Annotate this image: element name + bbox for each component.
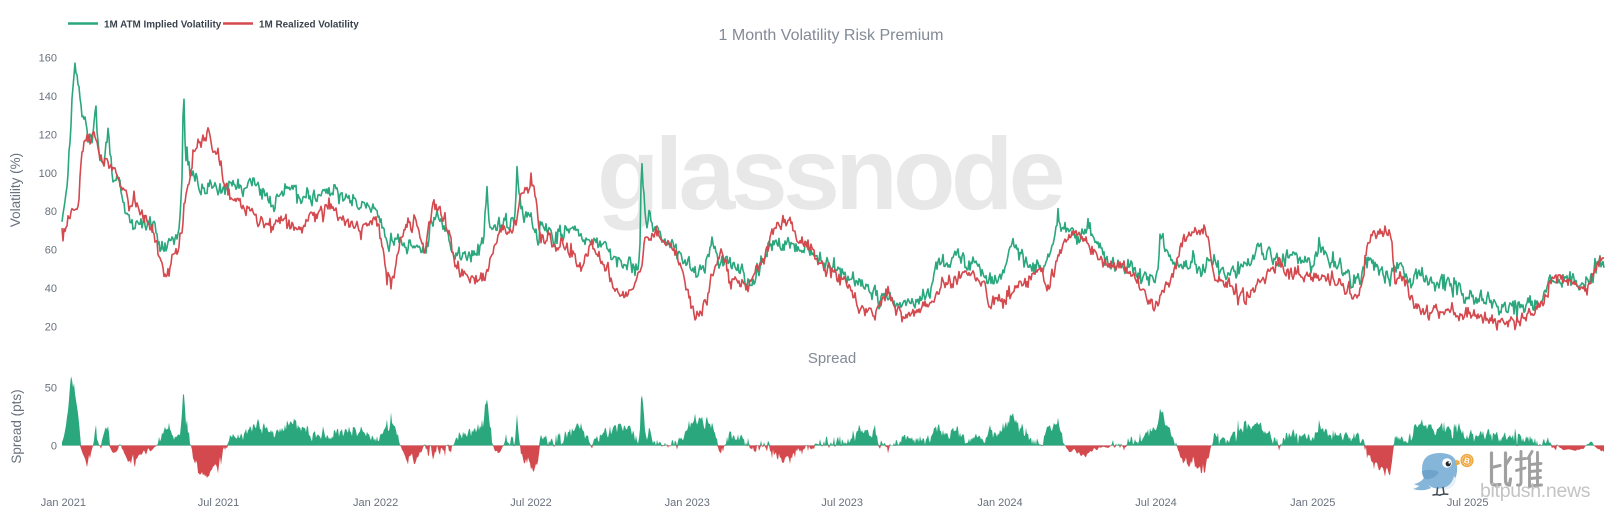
svg-text:1 Month Volatility Risk Premiu: 1 Month Volatility Risk Premium [719, 27, 944, 44]
svg-text:Jul 2025: Jul 2025 [1447, 497, 1489, 509]
svg-text:Volatility (%): Volatility (%) [8, 153, 23, 227]
svg-text:Jan 2022: Jan 2022 [353, 497, 398, 509]
svg-text:0: 0 [51, 440, 57, 452]
svg-text:20: 20 [45, 321, 57, 333]
svg-text:80: 80 [45, 206, 57, 218]
svg-text:Jul 2024: Jul 2024 [1135, 497, 1177, 509]
svg-text:140: 140 [39, 91, 57, 103]
svg-text:Jan 2024: Jan 2024 [977, 497, 1022, 509]
svg-text:1M ATM Implied Volatility: 1M ATM Implied Volatility [104, 20, 222, 31]
svg-text:160: 160 [39, 53, 57, 65]
svg-text:100: 100 [39, 168, 57, 180]
svg-text:Jul 2021: Jul 2021 [198, 497, 240, 509]
svg-text:bitpush.news: bitpush.news [1480, 480, 1591, 502]
svg-text:Spread (pts): Spread (pts) [9, 389, 24, 463]
svg-text:Jan 2025: Jan 2025 [1290, 497, 1335, 509]
svg-text:120: 120 [39, 129, 57, 141]
svg-text:Jul 2023: Jul 2023 [821, 497, 863, 509]
svg-text:glassnode: glassnode [597, 117, 1063, 231]
svg-text:Spread: Spread [808, 350, 856, 367]
svg-text:60: 60 [45, 245, 57, 257]
svg-text:Jan 2023: Jan 2023 [665, 497, 710, 509]
svg-text:50: 50 [45, 382, 57, 394]
svg-text:1M Realized Volatility: 1M Realized Volatility [259, 20, 359, 31]
svg-text:Jul 2022: Jul 2022 [510, 497, 552, 509]
svg-text:40: 40 [45, 283, 57, 295]
svg-text:B: B [1463, 456, 1471, 466]
svg-text:Jan 2021: Jan 2021 [41, 497, 86, 509]
